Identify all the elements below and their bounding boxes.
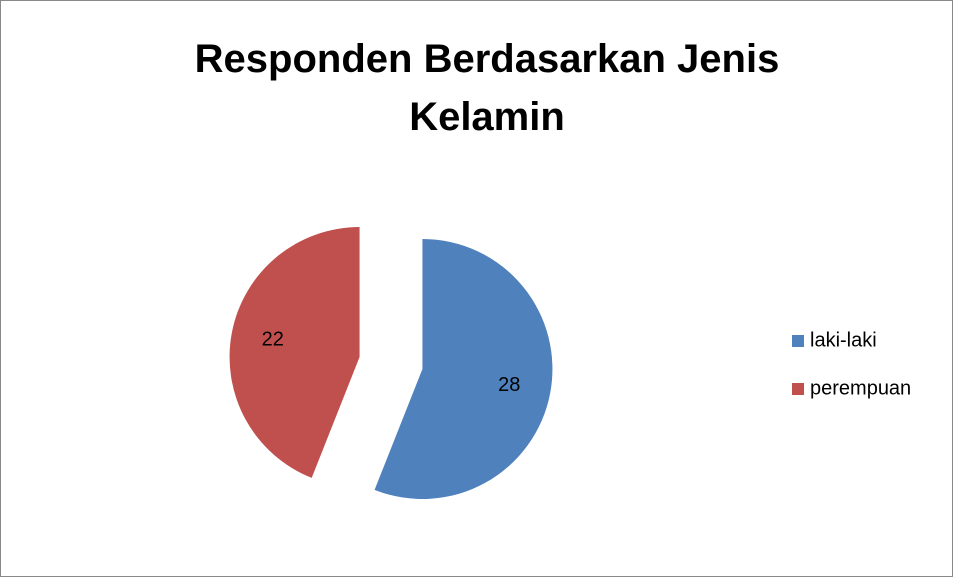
pie-slice <box>374 238 553 499</box>
chart-title: Responden Berdasarkan Jenis Kelamin <box>194 37 780 139</box>
data-label: 22 <box>262 329 284 351</box>
data-label: 28 <box>498 374 520 396</box>
pie-slice <box>229 227 360 478</box>
legend-swatch <box>792 383 804 395</box>
legend-label: laki-laki <box>810 329 877 351</box>
legend-swatch <box>792 335 804 347</box>
legend-label: perempuan <box>810 377 911 399</box>
